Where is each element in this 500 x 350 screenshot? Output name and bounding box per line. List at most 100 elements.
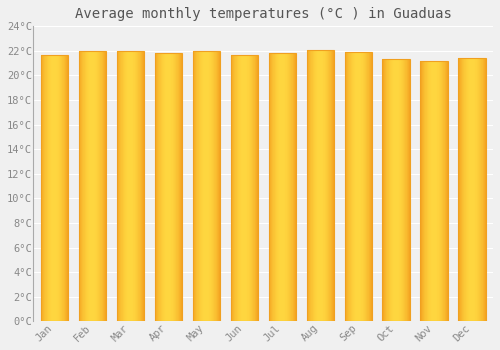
Bar: [477, 58, 478, 321]
Bar: [128, 51, 129, 321]
Bar: [143, 51, 144, 321]
Bar: [428, 61, 429, 321]
Bar: [249, 55, 250, 321]
Bar: [384, 60, 385, 321]
Bar: [42, 55, 43, 321]
Bar: [89, 51, 90, 321]
Bar: [131, 51, 132, 321]
Bar: [312, 50, 313, 321]
Bar: [369, 52, 370, 321]
Bar: [273, 53, 274, 321]
Bar: [310, 50, 311, 321]
Bar: [348, 52, 349, 321]
Bar: [200, 51, 202, 321]
Bar: [205, 51, 206, 321]
Bar: [217, 51, 218, 321]
Bar: [247, 55, 248, 321]
Bar: [174, 53, 175, 321]
Bar: [329, 50, 330, 321]
Bar: [313, 50, 314, 321]
Bar: [91, 51, 92, 321]
Bar: [481, 58, 482, 321]
Bar: [391, 60, 392, 321]
Bar: [360, 52, 361, 321]
Bar: [50, 55, 51, 321]
Bar: [306, 50, 307, 321]
Bar: [208, 51, 209, 321]
Bar: [130, 51, 131, 321]
Bar: [279, 53, 280, 321]
Bar: [54, 55, 55, 321]
Bar: [437, 61, 438, 321]
Bar: [275, 53, 276, 321]
Bar: [82, 51, 83, 321]
Bar: [278, 53, 279, 321]
Bar: [282, 53, 284, 321]
Bar: [166, 53, 167, 321]
Bar: [256, 55, 257, 321]
Bar: [439, 61, 440, 321]
Bar: [192, 51, 220, 321]
Bar: [355, 52, 356, 321]
Bar: [270, 53, 271, 321]
Bar: [478, 58, 480, 321]
Bar: [445, 61, 446, 321]
Bar: [252, 55, 253, 321]
Bar: [405, 60, 406, 321]
Bar: [483, 58, 484, 321]
Bar: [333, 50, 334, 321]
Bar: [474, 58, 475, 321]
Bar: [116, 51, 144, 321]
Bar: [367, 52, 368, 321]
Bar: [280, 53, 281, 321]
Bar: [438, 61, 439, 321]
Bar: [459, 58, 460, 321]
Bar: [462, 58, 463, 321]
Bar: [218, 51, 219, 321]
Bar: [480, 58, 481, 321]
Bar: [175, 53, 176, 321]
Bar: [463, 58, 464, 321]
Bar: [219, 51, 220, 321]
Bar: [361, 52, 362, 321]
Bar: [79, 51, 80, 321]
Bar: [67, 55, 68, 321]
Bar: [425, 61, 426, 321]
Bar: [209, 51, 210, 321]
Bar: [464, 58, 465, 321]
Bar: [328, 50, 329, 321]
Bar: [159, 53, 160, 321]
Bar: [268, 53, 269, 321]
Bar: [87, 51, 88, 321]
Bar: [90, 51, 91, 321]
Bar: [284, 53, 285, 321]
Bar: [44, 55, 45, 321]
Bar: [250, 55, 251, 321]
Bar: [51, 55, 52, 321]
Bar: [156, 53, 158, 321]
Bar: [395, 60, 396, 321]
Bar: [211, 51, 212, 321]
Bar: [198, 51, 199, 321]
Bar: [242, 55, 243, 321]
Bar: [126, 51, 127, 321]
Bar: [103, 51, 104, 321]
Bar: [177, 53, 178, 321]
Bar: [324, 50, 325, 321]
Bar: [155, 53, 156, 321]
Bar: [167, 53, 168, 321]
Bar: [92, 51, 93, 321]
Bar: [476, 58, 477, 321]
Bar: [433, 61, 434, 321]
Bar: [98, 51, 99, 321]
Bar: [116, 51, 117, 321]
Bar: [371, 52, 372, 321]
Bar: [173, 53, 174, 321]
Bar: [323, 50, 324, 321]
Bar: [52, 55, 53, 321]
Bar: [400, 60, 401, 321]
Bar: [251, 55, 252, 321]
Bar: [234, 55, 235, 321]
Bar: [139, 51, 140, 321]
Bar: [253, 55, 254, 321]
